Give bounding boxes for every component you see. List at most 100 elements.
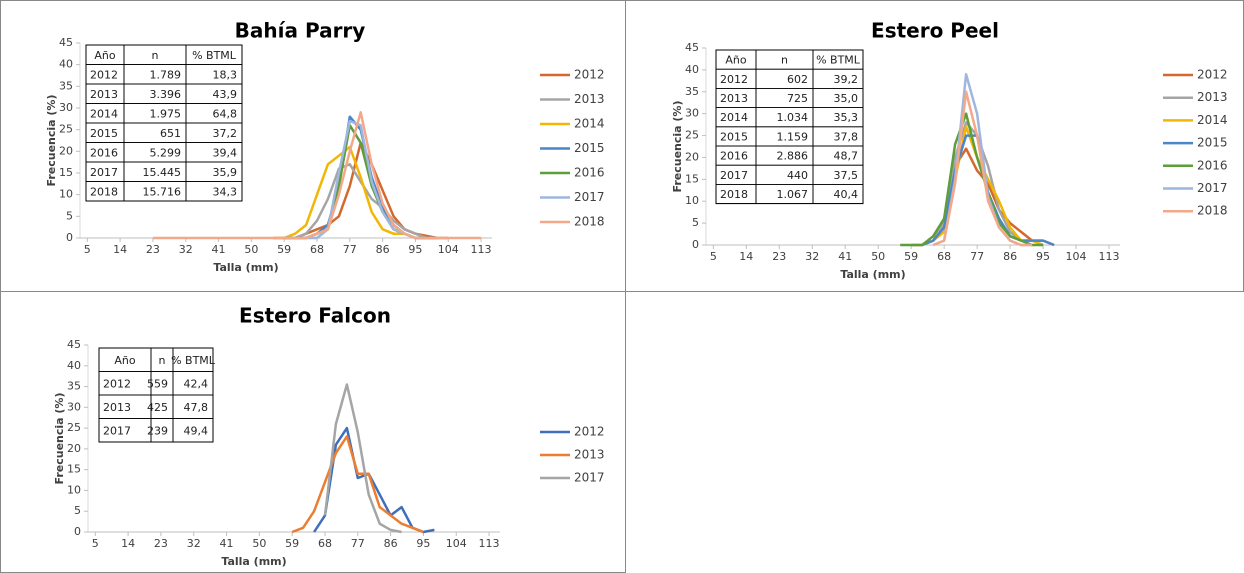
table-text: 2017 <box>720 169 748 182</box>
table-text: 2.886 <box>777 150 809 163</box>
table-text: 34,3 <box>213 185 238 198</box>
table-text: 2016 <box>90 146 118 159</box>
x-tick-label: 32 <box>805 250 819 263</box>
table-text: 39,2 <box>834 73 859 86</box>
x-tick-label: 95 <box>416 537 430 550</box>
y-tick-label: 40 <box>685 63 699 76</box>
x-tick-label: 95 <box>408 243 422 256</box>
x-tick-label: 113 <box>471 243 492 256</box>
table-text: 425 <box>147 401 168 414</box>
x-tick-label: 23 <box>154 537 168 550</box>
series-line <box>323 383 402 534</box>
table-text: 559 <box>147 377 168 390</box>
table-text: 15.445 <box>143 166 182 179</box>
table-text: 37,5 <box>834 169 859 182</box>
x-tick-label: 68 <box>310 243 324 256</box>
y-tick-label: 20 <box>59 144 73 157</box>
y-tick-label: 15 <box>685 172 699 185</box>
x-tick-label: 32 <box>187 537 201 550</box>
legend-label: 2014 <box>1197 113 1228 127</box>
y-tick-label: 10 <box>67 483 81 496</box>
x-tick-label: 14 <box>113 243 127 256</box>
x-tick-label: 68 <box>937 250 951 263</box>
y-tick-label: 5 <box>74 504 81 517</box>
legend-label: 2012 <box>574 425 605 439</box>
x-tick-label: 5 <box>710 250 717 263</box>
y-axis-title: Frecuencia (%) <box>671 101 684 193</box>
table-cell <box>172 418 214 443</box>
y-tick-label: 20 <box>685 150 699 163</box>
table-text: 2014 <box>720 111 748 124</box>
table-text: Año <box>725 54 746 67</box>
table-text: 440 <box>787 169 808 182</box>
y-tick-label: 20 <box>67 442 81 455</box>
x-tick-label: 50 <box>244 243 258 256</box>
table-text: 1.975 <box>150 107 182 120</box>
y-tick-label: 15 <box>67 463 81 476</box>
series-line <box>284 124 427 240</box>
y-tick-label: 35 <box>67 380 81 393</box>
legend-label: 2018 <box>1197 204 1228 218</box>
x-tick-label: 59 <box>285 537 299 550</box>
table-text: 43,9 <box>213 88 238 101</box>
y-tick-label: 40 <box>59 58 73 71</box>
x-tick-label: 86 <box>376 243 390 256</box>
table-text: 15.716 <box>143 185 182 198</box>
table-text: 2018 <box>720 188 748 201</box>
table-text: 1.159 <box>777 130 809 143</box>
x-tick-label: 86 <box>384 537 398 550</box>
series-line <box>273 141 449 240</box>
x-tick-label: 77 <box>343 243 357 256</box>
y-tick-label: 0 <box>66 231 73 244</box>
legend-label: 2013 <box>1197 90 1228 104</box>
x-tick-label: 23 <box>772 250 786 263</box>
legend-label: 2012 <box>574 68 605 82</box>
y-tick-label: 10 <box>685 194 699 207</box>
x-tick-label: 59 <box>277 243 291 256</box>
table-text: n <box>152 49 159 62</box>
y-tick-label: 40 <box>67 359 81 372</box>
x-axis-title: Talla (mm) <box>840 268 905 281</box>
table-text: 2012 <box>720 73 748 86</box>
legend-label: 2015 <box>1197 136 1228 150</box>
table-text: 47,8 <box>184 401 209 414</box>
y-tick-label: 25 <box>59 123 73 136</box>
series-line <box>291 435 424 534</box>
y-tick-label: 30 <box>67 400 81 413</box>
series-line <box>900 112 1044 247</box>
legend-label: 2016 <box>574 166 605 180</box>
y-tick-label: 35 <box>685 85 699 98</box>
x-tick-label: 32 <box>179 243 193 256</box>
legend-label: 2017 <box>1197 181 1228 195</box>
x-axis-title: Talla (mm) <box>213 261 278 274</box>
table-text: % BTML <box>171 354 216 367</box>
y-tick-label: 15 <box>59 166 73 179</box>
y-tick-label: 35 <box>59 79 73 92</box>
x-tick-label: 41 <box>838 250 852 263</box>
x-tick-label: 86 <box>1003 250 1017 263</box>
x-tick-label: 5 <box>92 537 99 550</box>
table-text: % BTML <box>816 54 861 67</box>
y-tick-label: 5 <box>692 216 699 229</box>
series-line <box>284 119 427 240</box>
series-line <box>273 145 427 240</box>
x-tick-label: 77 <box>970 250 984 263</box>
table-text: 49,4 <box>184 424 209 437</box>
series-line <box>932 90 1033 247</box>
table-text: 1.067 <box>777 188 809 201</box>
legend-label: 2014 <box>574 117 605 131</box>
legend-label: 2012 <box>1197 68 1228 82</box>
legend-label: 2017 <box>574 471 605 485</box>
table-text: 2014 <box>90 107 118 120</box>
table-text: 602 <box>787 73 808 86</box>
table-text: n <box>781 54 788 67</box>
table-text: 2012 <box>90 68 118 81</box>
chart-title: Estero Peel <box>871 19 999 43</box>
table-text: 5.299 <box>150 146 182 159</box>
table-text: 42,4 <box>184 377 209 390</box>
x-tick-label: 104 <box>438 243 459 256</box>
table-text: 35,0 <box>834 92 859 105</box>
y-tick-label: 5 <box>66 209 73 222</box>
